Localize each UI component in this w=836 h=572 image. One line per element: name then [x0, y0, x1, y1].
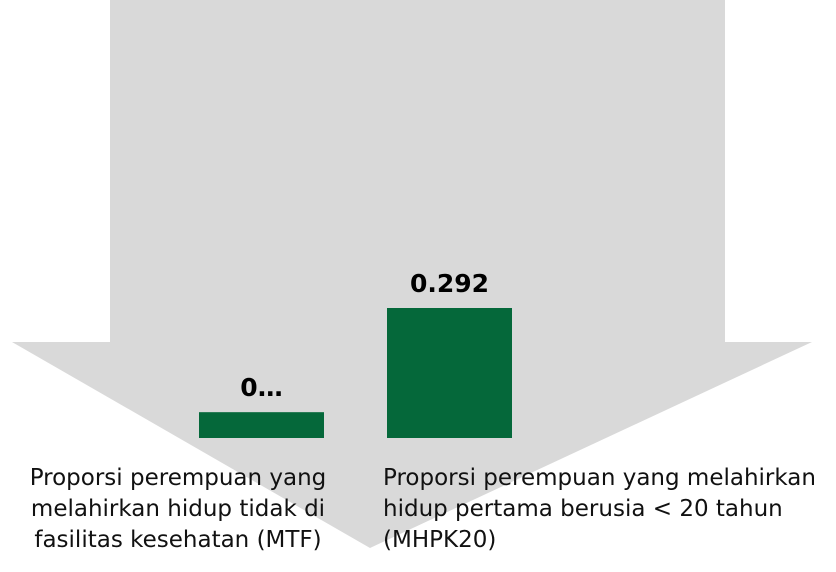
bar: [199, 412, 324, 438]
category-label: Proporsi perempuan yang melahirkan hidup…: [383, 465, 816, 553]
bar: [387, 308, 512, 438]
category-label: Proporsi perempuan yang melahirkan hidup…: [29, 465, 327, 553]
value-label: 0.292: [410, 269, 489, 298]
background-arrow: [12, 0, 812, 548]
value-label: 0…: [240, 373, 282, 402]
